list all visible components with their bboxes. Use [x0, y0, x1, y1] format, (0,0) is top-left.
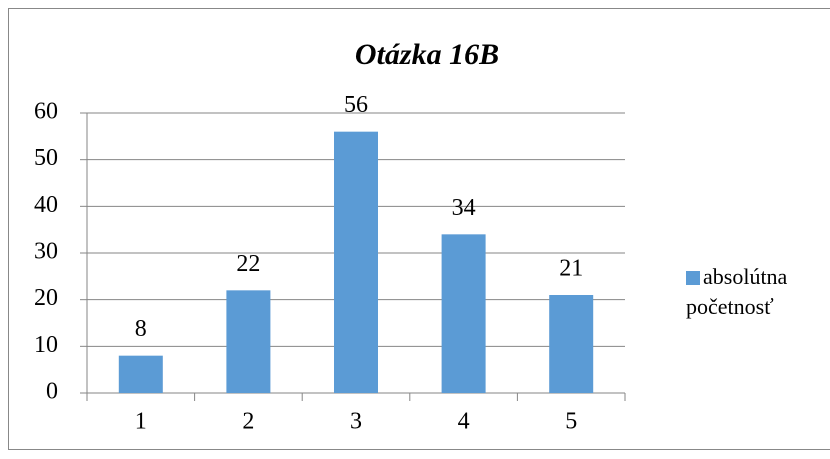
y-tick-label: 10 [34, 332, 58, 358]
bar [441, 234, 486, 393]
bar [118, 355, 163, 393]
bar [226, 290, 271, 393]
chart-title: Otázka 16B [355, 38, 499, 71]
x-tick-label: 3 [350, 409, 362, 435]
legend-swatch [686, 271, 700, 285]
data-label: 56 [344, 92, 368, 118]
y-tick-label: 50 [34, 145, 58, 171]
x-tick-label: 1 [135, 409, 147, 435]
x-tick-label: 2 [242, 409, 254, 435]
data-label: 22 [236, 251, 260, 277]
legend-label: absolútna početnosť [686, 264, 788, 319]
y-tick-label: 40 [34, 192, 58, 218]
chart-border [8, 8, 830, 450]
legend: absolútna početnosť [686, 262, 830, 322]
bar [549, 295, 594, 393]
data-label: 21 [559, 256, 583, 282]
y-tick-label: 30 [34, 239, 58, 265]
x-tick-label: 4 [458, 409, 470, 435]
data-label: 34 [452, 195, 476, 221]
y-tick-label: 0 [46, 379, 58, 405]
data-label: 8 [135, 316, 147, 342]
y-tick-label: 60 [34, 99, 58, 125]
bar [334, 131, 378, 393]
x-tick-label: 5 [565, 409, 577, 435]
y-tick-label: 20 [34, 285, 58, 311]
